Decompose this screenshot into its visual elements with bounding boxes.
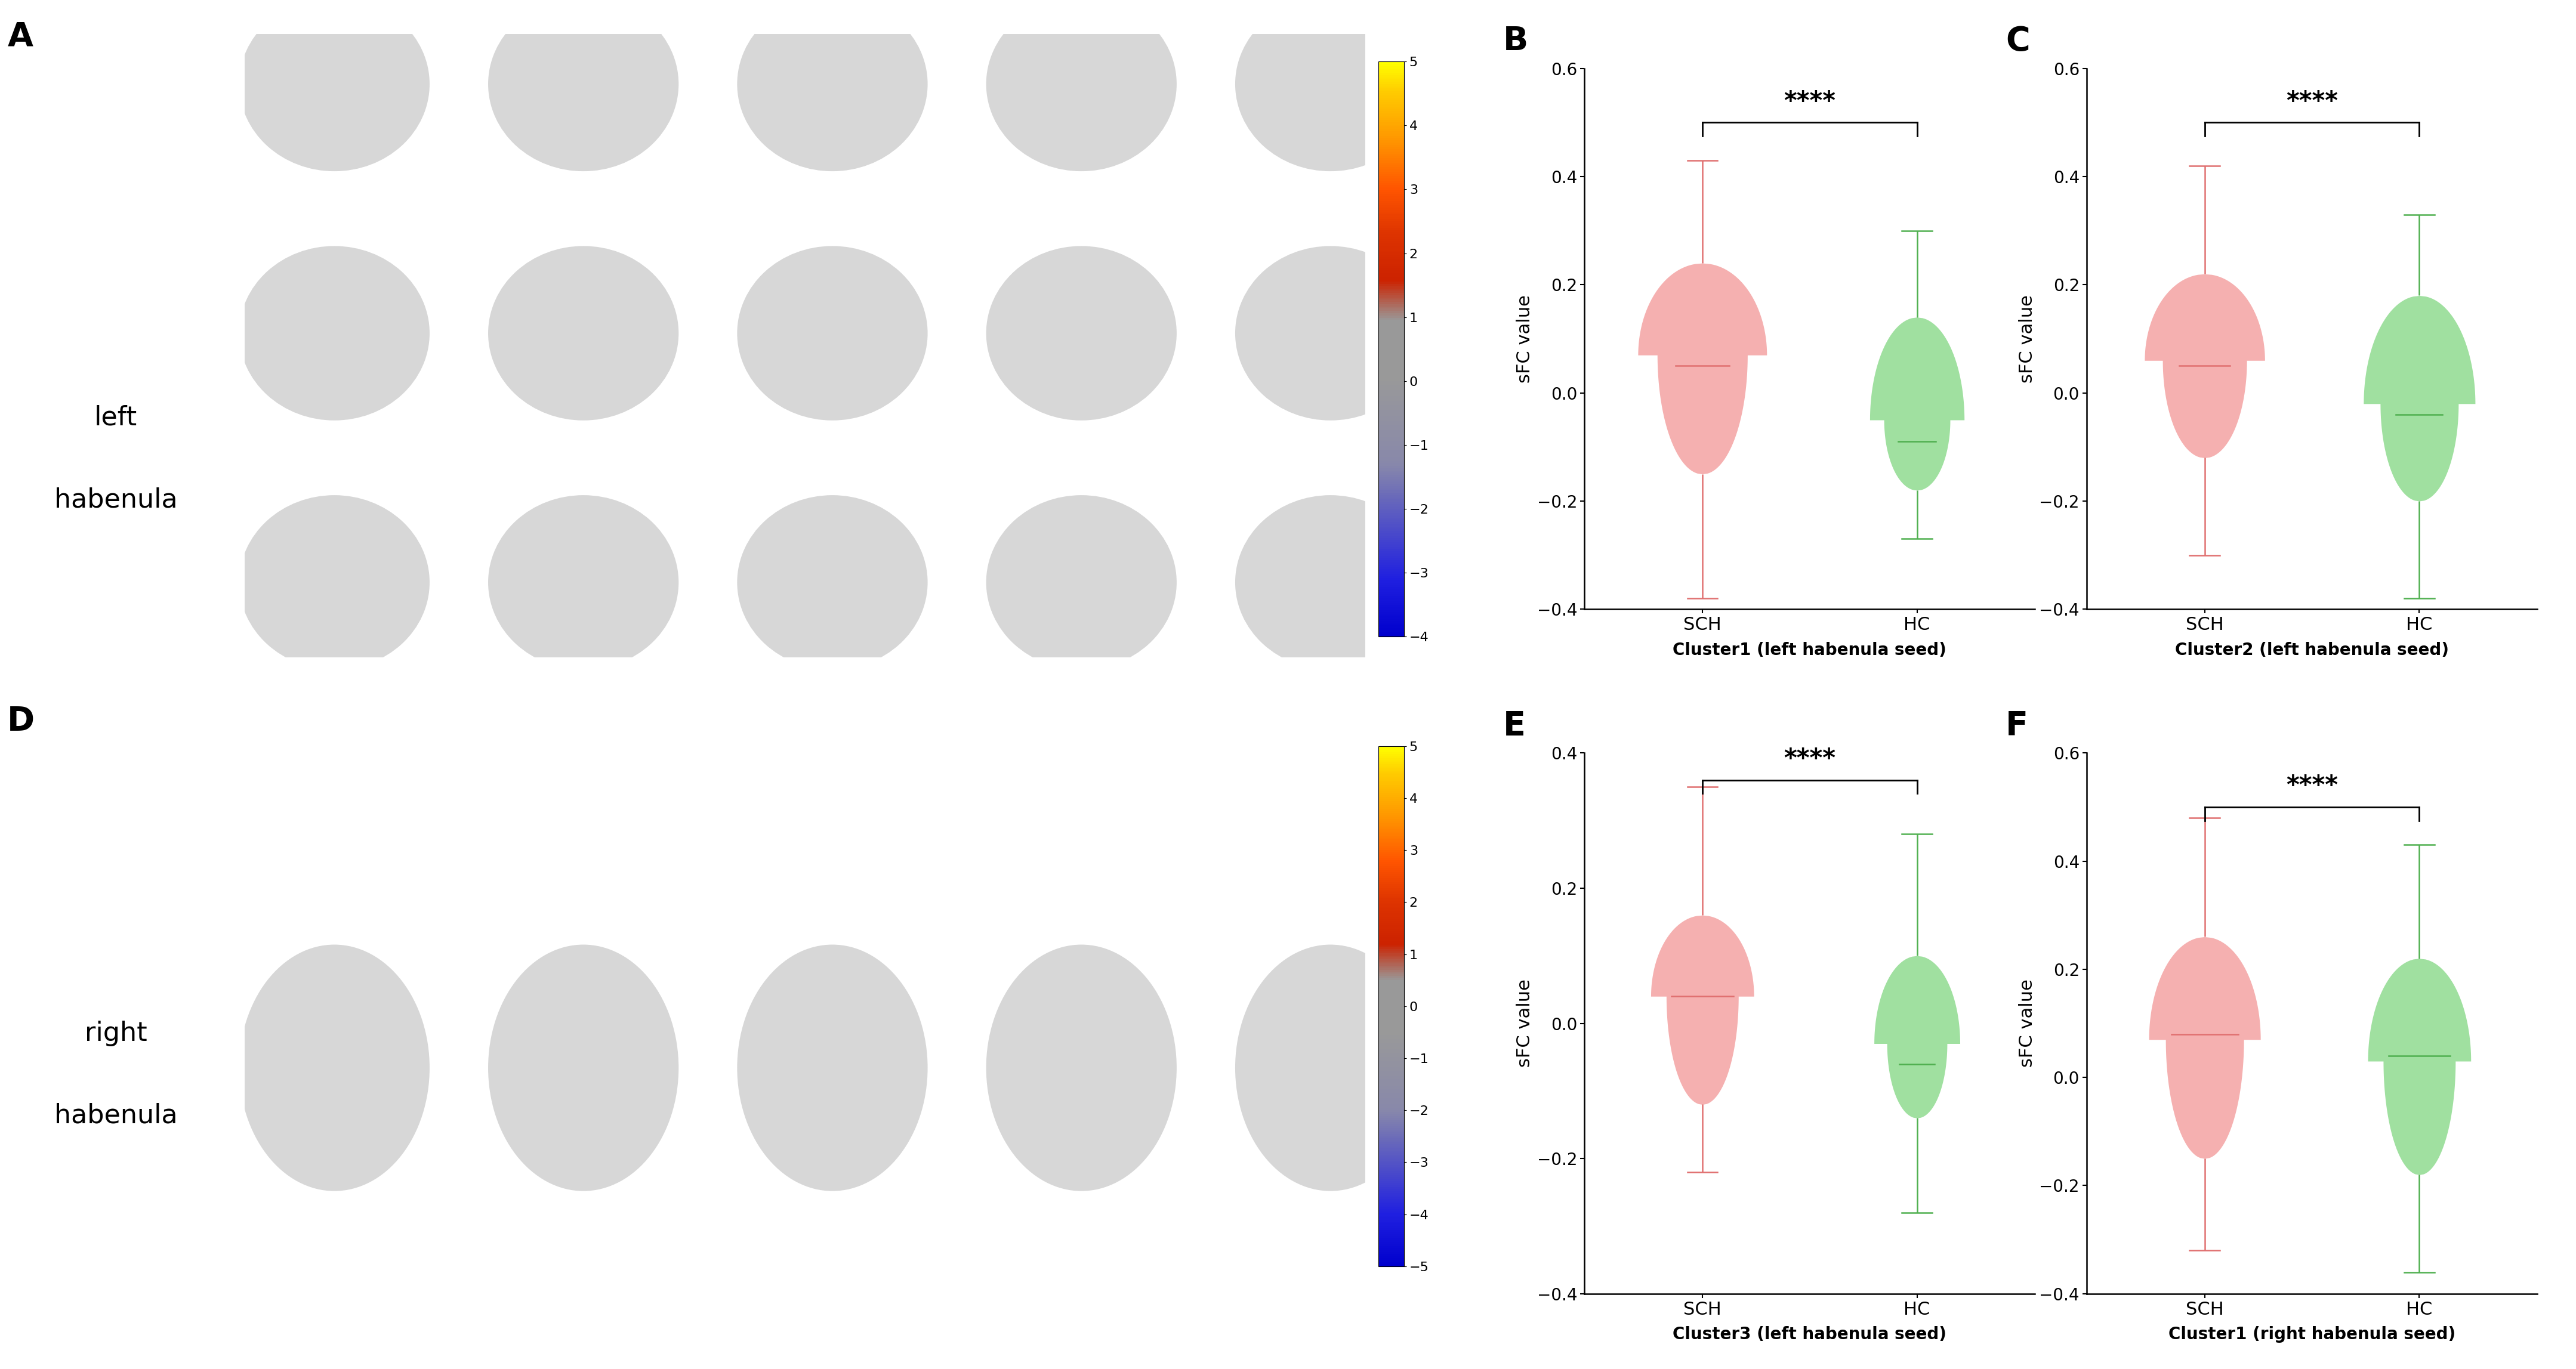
Text: D: D [8, 705, 36, 738]
Ellipse shape [240, 496, 430, 669]
Ellipse shape [240, 246, 430, 420]
Text: ****: **** [2285, 89, 2339, 115]
X-axis label: Cluster1 (left habenula seed): Cluster1 (left habenula seed) [1672, 642, 1947, 658]
Ellipse shape [987, 945, 1177, 1191]
Ellipse shape [987, 246, 1177, 420]
Text: E: E [1502, 709, 1525, 742]
X-axis label: Cluster3 (left habenula seed): Cluster3 (left habenula seed) [1672, 1327, 1947, 1343]
Ellipse shape [487, 496, 677, 669]
Ellipse shape [987, 496, 1177, 669]
Ellipse shape [1234, 945, 1425, 1191]
Text: right: right [85, 1021, 147, 1046]
Text: F: F [2007, 709, 2027, 742]
Y-axis label: sFC value: sFC value [1517, 979, 1533, 1068]
Ellipse shape [987, 0, 1177, 171]
Text: C: C [2007, 25, 2030, 57]
Ellipse shape [487, 0, 677, 171]
Ellipse shape [737, 945, 927, 1191]
Ellipse shape [487, 246, 677, 420]
X-axis label: Cluster1 (right habenula seed): Cluster1 (right habenula seed) [2169, 1327, 2455, 1343]
Ellipse shape [737, 246, 927, 420]
Text: left: left [95, 405, 137, 430]
Y-axis label: sFC value: sFC value [2020, 294, 2035, 383]
Text: ****: **** [1783, 89, 1837, 115]
Ellipse shape [737, 0, 927, 171]
Ellipse shape [240, 945, 430, 1191]
Y-axis label: sFC value: sFC value [2020, 979, 2035, 1068]
Text: habenula: habenula [54, 1103, 178, 1128]
Text: A: A [8, 21, 33, 53]
Ellipse shape [1234, 0, 1425, 171]
Text: B: B [1502, 25, 1528, 57]
Y-axis label: sFC value: sFC value [1517, 294, 1533, 383]
Ellipse shape [487, 945, 677, 1191]
Ellipse shape [737, 496, 927, 669]
Ellipse shape [240, 0, 430, 171]
Text: habenula: habenula [54, 487, 178, 512]
X-axis label: Cluster2 (left habenula seed): Cluster2 (left habenula seed) [2174, 642, 2450, 658]
Text: ****: **** [2285, 773, 2339, 799]
Text: ****: **** [1783, 747, 1837, 772]
Ellipse shape [1234, 496, 1425, 669]
Ellipse shape [1234, 246, 1425, 420]
